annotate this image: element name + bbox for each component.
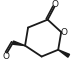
- Text: O: O: [51, 0, 58, 9]
- Text: O: O: [3, 52, 10, 61]
- Polygon shape: [13, 41, 25, 46]
- Text: O: O: [60, 28, 67, 37]
- Polygon shape: [58, 50, 70, 57]
